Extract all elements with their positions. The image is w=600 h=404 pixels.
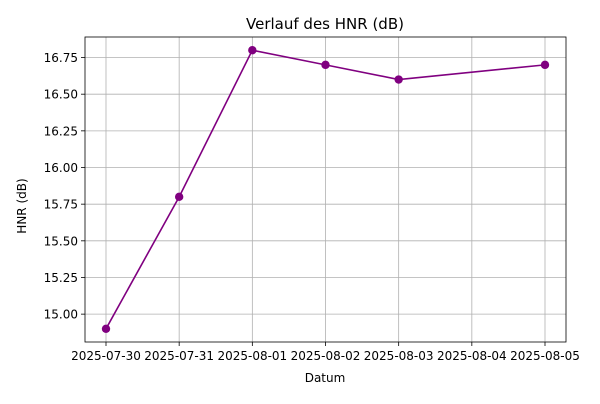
x-tick-label: 2025-08-05 [510, 349, 580, 363]
grid-lines [85, 37, 566, 342]
plot-frame [84, 36, 567, 343]
y-axis-label: HNR (dB) [15, 178, 29, 233]
data-point [540, 60, 550, 70]
x-tick-label: 2025-08-01 [217, 349, 287, 363]
chart-title: Verlauf des HNR (dB) [246, 15, 404, 33]
data-point [394, 75, 403, 84]
data-series [101, 45, 550, 334]
y-tick-label: 16.75 [44, 51, 78, 65]
data-point [321, 60, 330, 70]
y-tick-label: 16.00 [44, 161, 78, 175]
data-point [248, 45, 257, 55]
x-tick-label: 2025-08-04 [437, 349, 507, 363]
y-tick-label: 15.00 [44, 308, 78, 322]
x-tick-label: 2025-07-30 [71, 349, 141, 363]
y-tick-label: 16.25 [44, 124, 78, 138]
y-tick-label: 15.25 [44, 271, 78, 285]
y-tick-label: 15.50 [44, 234, 78, 248]
x-tick-label: 2025-07-31 [144, 349, 214, 363]
x-tick-label: 2025-08-02 [291, 349, 361, 363]
y-tick-label: 16.50 [44, 88, 78, 102]
data-point [174, 192, 184, 202]
axes: 2025-07-30 2025-07-31 2025-08-01 2025-08-02… [44, 36, 580, 363]
x-axis-label: Datum [305, 371, 346, 385]
x-tick-label: 2025-08-03 [364, 349, 434, 363]
data-point [101, 324, 111, 334]
y-tick-label: 15.75 [44, 198, 78, 212]
series-line [105, 49, 546, 330]
